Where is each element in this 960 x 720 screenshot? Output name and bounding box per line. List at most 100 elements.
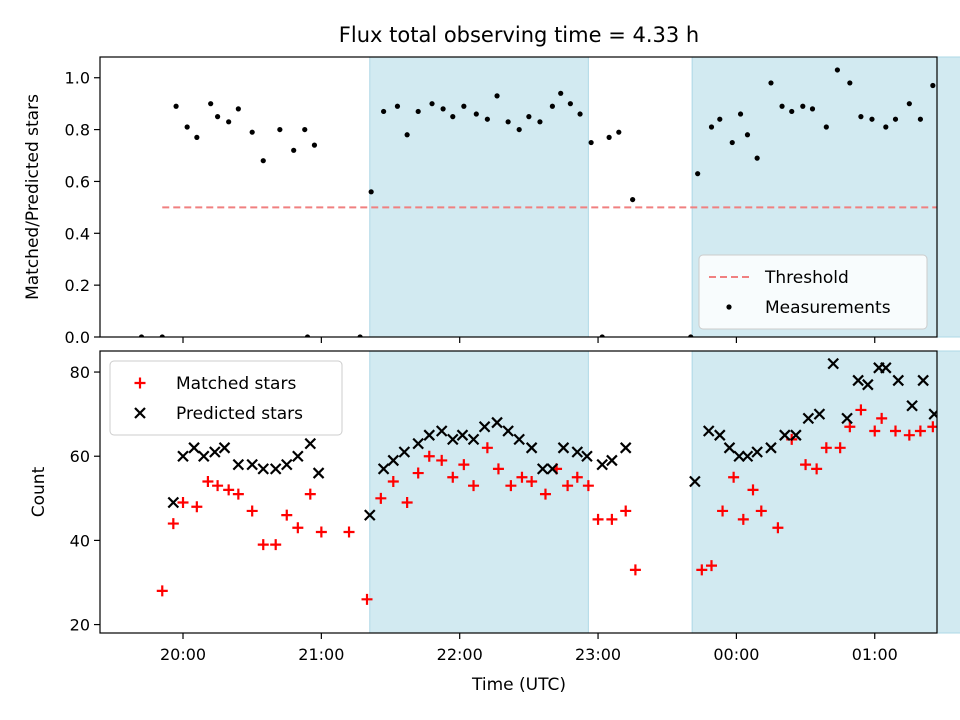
x-point (197, 450, 210, 463)
chart-title: Flux total observing time = 4.33 h (339, 23, 699, 47)
plus-point (728, 471, 740, 483)
dot-point (173, 103, 179, 109)
observing-interval-1 (369, 350, 589, 634)
plus-point (592, 513, 604, 525)
dot-point (302, 126, 308, 133)
plus-point (315, 526, 327, 538)
plus-point (401, 497, 413, 509)
plus-point (167, 518, 179, 530)
x-point (880, 362, 892, 374)
dot-point (214, 114, 221, 120)
dot-point (567, 101, 573, 107)
plus-point (387, 475, 399, 487)
x-point (546, 463, 559, 475)
plus-point (375, 492, 387, 504)
legend-marker (726, 304, 732, 310)
plus-point (232, 488, 244, 500)
x-point (581, 450, 593, 463)
dot-point (526, 114, 532, 120)
x-point (246, 458, 258, 471)
dot-point (440, 106, 446, 112)
plus-point (606, 513, 618, 525)
x-point (167, 496, 180, 509)
x-point (387, 454, 400, 467)
dot-point (695, 171, 701, 177)
plus-point (423, 450, 435, 462)
series-predicted-stars (167, 357, 937, 521)
dot-point (883, 124, 889, 130)
plus-point (212, 480, 224, 492)
y-tick-label: 0.8 (65, 121, 90, 140)
plus-point (820, 442, 832, 454)
dot-point (381, 108, 387, 115)
plus-point (755, 505, 767, 517)
panel-bottom: 2040608020:0021:0022:0023:0000:0001:0002… (70, 350, 960, 664)
legend-box (698, 254, 928, 330)
dot-point (869, 116, 875, 122)
x-point (398, 446, 411, 458)
plus-point (304, 488, 316, 500)
y-tick-label: 40 (70, 531, 90, 550)
y-tick-label: 0.0 (65, 328, 90, 347)
x-point (779, 429, 791, 441)
dot-point (368, 189, 374, 195)
plus-point (516, 471, 528, 483)
dot-point (917, 116, 923, 122)
plus-point (481, 442, 493, 454)
plus-point (717, 505, 729, 517)
x-point (478, 420, 491, 433)
y-tick-label: 0.2 (65, 276, 90, 295)
x-axis-label: Time (UTC) (471, 675, 566, 695)
dot-point (429, 101, 435, 107)
x-point (596, 458, 608, 471)
dot-point (260, 158, 266, 164)
x-point (702, 425, 715, 437)
dot-point (304, 334, 311, 337)
dot-point (768, 80, 774, 86)
x-point (723, 442, 736, 454)
plus-point (458, 459, 470, 471)
dot-point (138, 334, 145, 337)
x-point (502, 425, 514, 437)
x-point (188, 442, 200, 454)
x-point (733, 450, 745, 463)
dot-point (606, 134, 612, 140)
dot-point (688, 334, 694, 337)
series-matched-stars (156, 404, 937, 605)
dot-point (549, 103, 555, 109)
x-point (841, 412, 853, 425)
x-point (813, 408, 826, 420)
dot-point (779, 103, 785, 109)
x-point (232, 458, 245, 471)
x-point (363, 509, 376, 521)
plus-point (156, 585, 168, 597)
x-point (467, 433, 480, 446)
x-tick-label: 00:00 (713, 645, 759, 664)
dot-point (616, 129, 622, 135)
dot-point (930, 82, 936, 89)
plus-point (772, 522, 784, 534)
plus-point (834, 442, 846, 454)
y-tick-label: 60 (70, 447, 90, 466)
x-point (852, 374, 864, 387)
dot-point (311, 142, 318, 148)
legend-label: Matched stars (176, 374, 296, 394)
plus-point (629, 564, 641, 576)
plus-point (889, 425, 901, 437)
x-point (714, 429, 726, 441)
plus-point (903, 429, 915, 441)
x-point (377, 463, 390, 475)
plus-point (447, 471, 459, 483)
legend-label: Threshold (764, 268, 849, 288)
x-point (892, 374, 905, 387)
plus-point (412, 467, 424, 479)
plus-point (468, 480, 480, 492)
dot-point (847, 80, 853, 86)
dot-point (249, 129, 255, 135)
x-point (292, 450, 304, 463)
plus-point (343, 526, 355, 538)
dot-point (630, 196, 636, 203)
legend-top: Threshold Measurements (698, 254, 928, 330)
dot-point (809, 106, 816, 112)
legend-label: Predicted stars (176, 404, 303, 424)
